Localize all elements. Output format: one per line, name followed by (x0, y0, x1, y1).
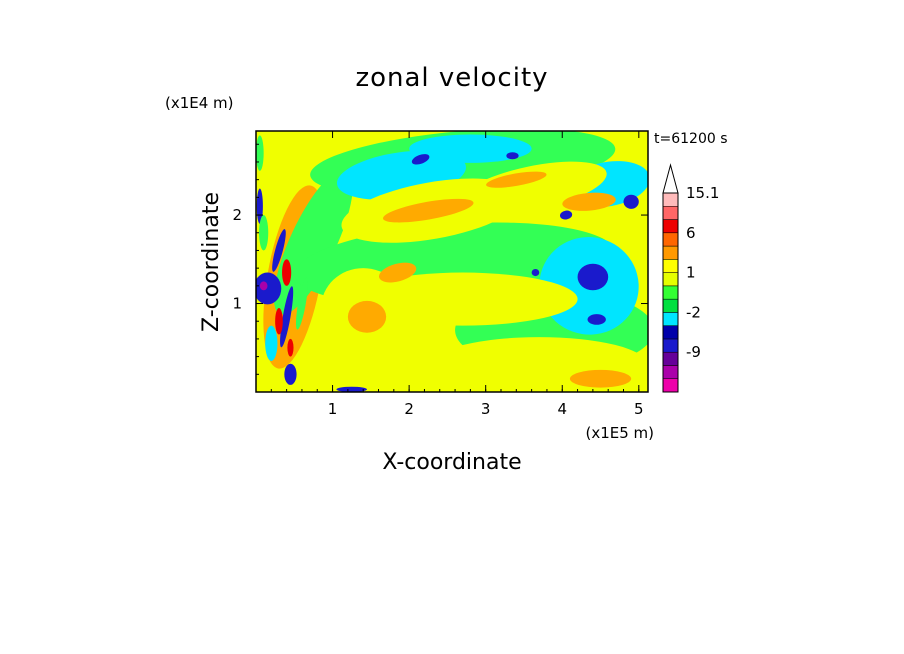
colorbar-tick-label: -2 (686, 303, 701, 321)
contour-region-8 (409, 134, 532, 163)
contour-region-22 (506, 152, 519, 160)
contour-region-17 (562, 192, 616, 211)
y-axis-unit: (x1E4 m) (165, 94, 234, 112)
y-tick-label: 2 (232, 206, 242, 224)
colorbar-tick-label: 6 (686, 224, 696, 242)
y-axis: 12 (232, 143, 648, 375)
colorbar-bin (662, 338, 679, 353)
contour-region-19 (569, 369, 632, 388)
colorbar-frame (662, 192, 679, 393)
colorbar-extend-arrow (662, 163, 679, 194)
colorbar-bin (662, 298, 679, 313)
contour-region-14 (347, 300, 387, 333)
contour-region-30 (280, 286, 294, 348)
colorbar-bin (662, 245, 679, 260)
colorbar-bin (662, 192, 679, 207)
y-tick-label: 1 (232, 295, 242, 313)
x-tick-label: 5 (634, 400, 644, 418)
colorbar-tick-label: -9 (686, 343, 701, 361)
x-tick-label: 4 (557, 400, 567, 418)
colorbar-bin (662, 219, 679, 234)
contour-region-29 (272, 229, 286, 272)
x-tick-label: 3 (481, 400, 491, 418)
contour-region-37 (265, 325, 278, 362)
contour-region-25 (587, 314, 606, 325)
x-tick-label: 1 (328, 400, 338, 418)
contour-region-18 (379, 262, 417, 283)
contour-region-36 (287, 338, 294, 357)
contour-region-38 (256, 135, 264, 171)
colorbar-bin (662, 325, 679, 340)
contour-region-35 (275, 307, 283, 335)
contour-region-15 (382, 198, 474, 223)
contour-region-23 (559, 210, 573, 220)
colorbar-bin (662, 312, 679, 326)
colorbar-bin (662, 285, 679, 300)
plot-frame (255, 130, 649, 393)
colorbar-bin (662, 272, 679, 287)
contour-region-11 (347, 272, 578, 326)
contour-region-39 (259, 215, 269, 251)
contour-region-33 (259, 281, 268, 291)
x-axis-label: X-coordinate (382, 450, 521, 475)
contour-region-40 (295, 277, 308, 330)
contour-region-1 (273, 168, 353, 315)
contour-region-10 (456, 161, 607, 216)
contour-region-27 (336, 386, 368, 392)
colorbar: 15.1 6 1 -2 -9 (662, 163, 719, 393)
contour-region-28 (256, 272, 282, 305)
colorbar-bin (662, 351, 679, 366)
chart-title: zonal velocity (355, 63, 548, 93)
contour-region-26 (531, 269, 540, 277)
contour-region-21 (411, 154, 430, 165)
contour-region-34 (282, 259, 292, 286)
contour-region-16 (486, 171, 547, 188)
x-axis-unit: (x1E5 m) (585, 424, 654, 442)
y-axis-label: Z-coordinate (199, 192, 224, 332)
contour-region-24 (623, 194, 639, 209)
colorbar-tick-label: 15.1 (686, 184, 719, 202)
contour-region-20 (577, 263, 609, 291)
colorbar-bin (662, 365, 679, 379)
x-tick-label: 2 (404, 400, 414, 418)
contour-region-31 (284, 363, 297, 385)
colorbar-tick-label: 1 (686, 264, 696, 282)
colorbar-bin (662, 206, 679, 220)
time-label: t=61200 s (654, 131, 728, 147)
velocity-field (256, 131, 648, 392)
x-axis: 1 2 3 4 5 (270, 131, 644, 418)
colorbar-bin (662, 259, 679, 273)
colorbar-bin (662, 378, 679, 393)
colorbar-bin (662, 232, 679, 247)
